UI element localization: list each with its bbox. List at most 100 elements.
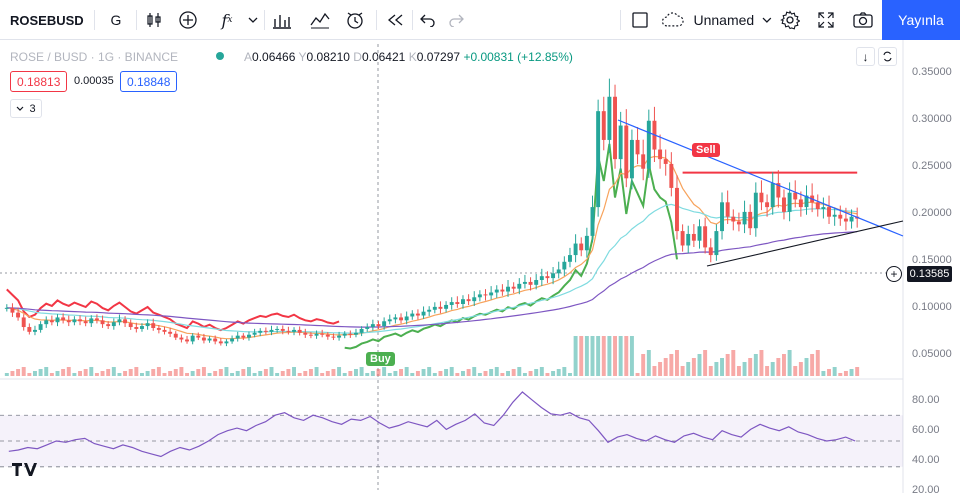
settings-icon[interactable] (776, 4, 804, 36)
candle-body (720, 202, 724, 232)
candle-body (218, 341, 223, 344)
candle-body (776, 183, 781, 198)
volume-bar (241, 369, 246, 376)
volume-bar (78, 371, 82, 376)
chevron-down-icon[interactable] (244, 4, 262, 36)
volume-bar (579, 336, 584, 376)
volume-bar (787, 350, 792, 376)
candle-body (44, 320, 49, 325)
volume-bar (218, 369, 223, 376)
sell-price-button[interactable]: 0.18813 (10, 71, 68, 92)
candle-body (145, 323, 150, 327)
price-axis-tick: 0.20000 (912, 207, 952, 219)
volume-bar (348, 371, 353, 376)
candle-body (725, 202, 730, 217)
redo-icon[interactable] (444, 4, 468, 36)
chart-title[interactable]: ROSE / BUSD · 1G · BINANCE (10, 50, 179, 64)
candle-body (241, 335, 246, 338)
snapshot-icon[interactable] (848, 4, 878, 36)
candle-body (466, 299, 471, 302)
volume-bar (365, 373, 370, 376)
candle-body (669, 163, 674, 188)
volume-bar (382, 367, 387, 376)
fullscreen-icon[interactable] (812, 4, 840, 36)
volume-bar (466, 369, 471, 376)
volume-bar (263, 369, 268, 376)
bar-chart-icon[interactable] (268, 4, 296, 36)
interval-button[interactable]: G (110, 12, 122, 28)
sell-signal-label: Sell (692, 143, 720, 157)
volume-bar (342, 373, 347, 376)
volume-bar (354, 369, 358, 376)
volume-bar (10, 371, 15, 376)
layout-icon[interactable] (626, 4, 654, 36)
candle-body (275, 328, 280, 330)
volume-bar (731, 350, 736, 376)
volume-bar (55, 371, 60, 376)
volume-bar (624, 336, 629, 376)
scroll-down-icon[interactable]: ↓ (856, 47, 875, 66)
volume-bar (798, 362, 803, 376)
supertrend-up-line (344, 143, 678, 350)
volume-bar (697, 354, 702, 376)
buy-signal-label: Buy (366, 352, 395, 366)
candle-body (156, 327, 161, 330)
add-compare-icon[interactable] (174, 4, 202, 36)
volume-bar (207, 373, 212, 376)
ohlc-readout: A0.06466 Y0.08210 D0.06421 K0.07297 +0.0… (244, 50, 573, 64)
volume-bar (584, 336, 589, 376)
buy-price-button[interactable]: 0.18848 (120, 71, 178, 92)
price-axis-tick: 0.10000 (912, 301, 952, 313)
candle-body (551, 273, 556, 279)
volume-bar (635, 373, 640, 376)
refresh-icon[interactable] (878, 47, 897, 66)
volume-bar (714, 362, 719, 376)
candle-body (517, 283, 522, 289)
candle-body (787, 192, 792, 212)
candle-body (843, 218, 848, 222)
publish-button[interactable]: Yayınla (882, 0, 960, 40)
volume-bar (168, 371, 173, 376)
templates-icon[interactable] (304, 4, 336, 36)
price-axis-tick: 0.25000 (912, 160, 952, 172)
replay-icon[interactable] (380, 4, 410, 36)
candle-body (635, 139, 640, 155)
volume-bar (49, 373, 54, 376)
candle-body (697, 226, 702, 241)
price-axis-tick: 0.05000 (912, 348, 952, 360)
volume-bar (449, 367, 454, 376)
rsi-axis-tick: 80.00 (912, 394, 940, 406)
candle-body (855, 216, 860, 219)
spread-value: 0.00035 (74, 75, 114, 87)
candle-body (646, 120, 651, 169)
candle-body (314, 333, 319, 336)
alert-icon[interactable] (340, 4, 370, 36)
candle-body (652, 120, 657, 150)
candle-body (607, 96, 612, 140)
candle-body (252, 332, 257, 335)
candles-icon[interactable] (140, 4, 168, 36)
volume-bar (303, 371, 308, 376)
layout-name-button[interactable]: Unnamed (660, 4, 772, 36)
candle-body (494, 289, 499, 293)
candle-body (196, 335, 201, 338)
candle-body (100, 320, 105, 325)
volume-bar (568, 373, 572, 376)
indicator-toggle-button[interactable]: 3 (10, 99, 42, 118)
add-alert-icon[interactable]: + (886, 266, 902, 282)
volume-bar (415, 371, 420, 376)
volume-bar (427, 367, 432, 376)
volume-bar (66, 367, 71, 376)
volume-bar (100, 371, 105, 376)
undo-icon[interactable] (416, 4, 440, 36)
volume-bar (438, 371, 443, 376)
volume-bar (827, 369, 831, 376)
candle-body (675, 187, 679, 232)
candle-body (399, 317, 403, 321)
volume-bar (224, 367, 229, 376)
candle-body (624, 125, 629, 179)
symbol-search-button[interactable]: ROSEBUSD (10, 12, 84, 28)
rsi-axis-tick: 40.00 (912, 454, 940, 466)
candle-body (849, 216, 854, 222)
